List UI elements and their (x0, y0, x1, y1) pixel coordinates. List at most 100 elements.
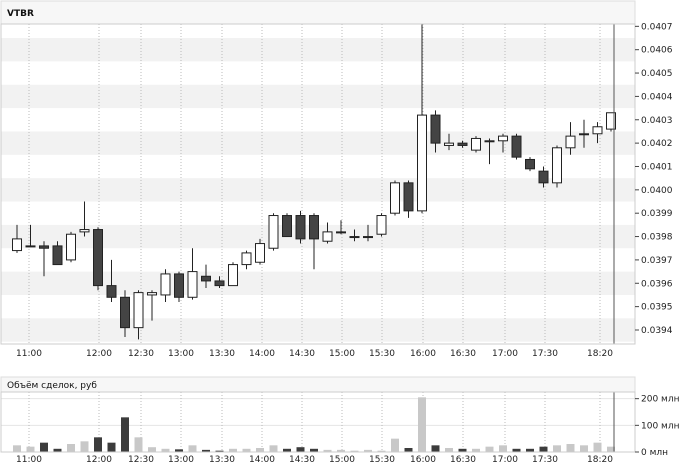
volume-bar (296, 447, 305, 452)
volume-time-tick-label: 17:00 (492, 455, 518, 465)
volume-time-tick-label: 14:00 (249, 455, 275, 465)
time-tick-label: 12:30 (128, 349, 154, 359)
price-tick-label: 0.0394 (641, 326, 673, 336)
candle-body (538, 170, 549, 184)
volume-title: Объём сделок, руб (7, 381, 97, 391)
time-tick-label: 11:00 (16, 349, 42, 359)
candle-body (25, 245, 36, 248)
volume-time-tick-label: 12:30 (128, 455, 154, 465)
volume-tick-label: 200 млн (641, 395, 680, 405)
candle-body (471, 137, 481, 151)
candle-body (430, 114, 441, 144)
volume-bar (283, 448, 291, 452)
volume-tick-label: 100 млн (641, 421, 680, 431)
time-tick-label: 14:30 (289, 349, 315, 359)
candle-body (498, 135, 508, 142)
price-tick-label: 0.0396 (641, 279, 673, 289)
volume-time-axis: 11:00 12:00 12:30 13:00 13:30 14:00 14:30 15:00… (16, 455, 613, 465)
price-tick-label: 0.0401 (641, 162, 673, 172)
volume-bar (323, 449, 332, 452)
volume-time-tick-label: 16:00 (410, 455, 436, 465)
time-tick-label: 12:00 (86, 349, 112, 359)
volume-bar (242, 448, 251, 452)
volume-time-tick-label: 15:30 (369, 455, 395, 465)
candle-body (295, 215, 306, 240)
candle-body (282, 215, 292, 238)
candle-body (309, 215, 319, 240)
volume-time-tick-label: 18:20 (587, 455, 613, 465)
volume-bar (472, 448, 480, 452)
volume-bar (134, 437, 143, 452)
price-tick-label: 0.0400 (641, 186, 673, 196)
candle-body (174, 273, 184, 298)
volume-bar (13, 445, 21, 452)
candle-body (93, 229, 103, 287)
price-tick-label: 0.0398 (641, 233, 673, 243)
candle-body (565, 135, 576, 149)
candle-body (106, 285, 117, 298)
volume-bar (499, 445, 507, 452)
time-tick-label: 15:00 (329, 349, 355, 359)
candle-body (12, 238, 22, 252)
volume-time-tick-label: 14:30 (289, 455, 315, 465)
volume-bar (107, 442, 116, 452)
candle-body (187, 271, 198, 298)
volume-tick-label: 0 млн (641, 448, 668, 458)
candle-body (525, 158, 535, 170)
volume-bar (391, 438, 399, 452)
time-tick-label: 15:30 (369, 349, 395, 359)
price-tick-label: 0.0404 (641, 92, 673, 102)
price-tick-label: 0.0406 (641, 46, 673, 56)
time-tick-label: 13:30 (209, 349, 235, 359)
candle-body (228, 264, 238, 287)
volume-bar (526, 448, 534, 452)
time-tick-label: 17:30 (532, 349, 558, 359)
volume-time-tick-label: 11:00 (16, 455, 42, 465)
candle-body (511, 135, 522, 158)
time-tick-label: 17:00 (492, 349, 518, 359)
candle-body (39, 245, 49, 249)
time-tick-label: 18:20 (587, 349, 613, 359)
volume-bar (364, 449, 372, 452)
price-tick-label: 0.0397 (641, 256, 673, 266)
price-tick-label: 0.0405 (641, 69, 673, 79)
price-tick-label: 0.0399 (641, 209, 673, 219)
main-grid (28, 24, 601, 344)
volume-bar (607, 446, 615, 452)
price-tick-label: 0.0403 (641, 116, 673, 126)
volume-bar (418, 397, 426, 452)
volume-time-tick-label: 12:00 (86, 455, 112, 465)
volume-bar (121, 417, 129, 452)
main-title: VTBR (7, 9, 34, 19)
volume-bar (553, 445, 561, 452)
volume-time-tick-label: 16:30 (450, 455, 476, 465)
volume-bar (593, 442, 602, 452)
volume-bar (188, 445, 197, 452)
candle-body (201, 275, 211, 282)
candle-body (52, 245, 63, 266)
candle-body (255, 243, 265, 263)
candle-body (390, 182, 400, 214)
volume-bar (404, 448, 413, 452)
volume-bar (94, 437, 102, 452)
candle-body (147, 292, 157, 296)
volume-bar (269, 445, 278, 452)
volume-bar (539, 446, 548, 452)
price-band (1, 271, 635, 295)
volume-bar (485, 446, 494, 452)
volume-bar (566, 444, 575, 452)
price-band (1, 178, 635, 202)
volume-bar (53, 448, 62, 452)
candle-body (322, 231, 333, 242)
volume-time-tick-label: 13:30 (209, 455, 235, 465)
volume-bar (229, 448, 237, 452)
candle-body (268, 215, 279, 249)
volume-bar (26, 446, 35, 452)
volume-bar (148, 447, 156, 452)
candle-body (79, 229, 90, 233)
candle-body (403, 182, 414, 212)
candle-body (376, 215, 387, 235)
volume-bar (202, 449, 210, 452)
time-axis: 11:00 12:00 12:30 13:00 13:30 14:00 14:30 15:00… (16, 349, 613, 359)
